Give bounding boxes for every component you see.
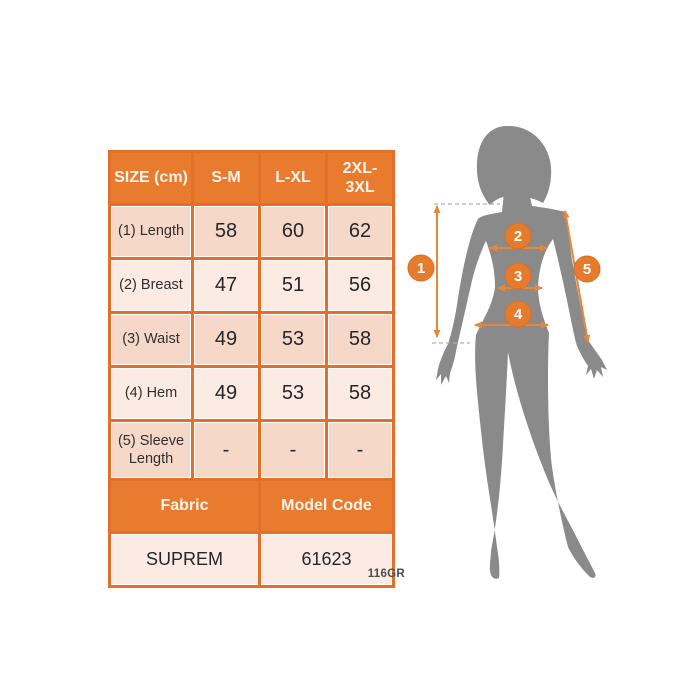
cell-value: 62	[328, 206, 392, 257]
cell-value: 60	[261, 206, 325, 257]
badge-number: 1	[417, 260, 425, 277]
size-table: SIZE (cm) S-M L-XL 2XL-3XL (1) Length 58…	[108, 150, 395, 588]
cell-value: -	[328, 422, 392, 478]
measure-badge-4: 4	[504, 300, 532, 328]
table-row-breast: (2) Breast 47 51 56	[111, 260, 392, 311]
cell-value: 58	[194, 206, 258, 257]
header-l-xl: L-XL	[261, 153, 325, 203]
row-label: (2) Breast	[111, 260, 191, 311]
measure-badge-5: 5	[573, 255, 601, 283]
hair-shape	[476, 125, 552, 205]
fabric-header: Fabric	[111, 481, 258, 531]
info-value-row: SUPREM 61623	[111, 534, 392, 585]
cell-value: 49	[194, 368, 258, 419]
cell-value: 58	[328, 368, 392, 419]
table-row-sleeve-length: (5) Sleeve Length - - -	[111, 422, 392, 478]
measure-badge-2: 2	[504, 222, 532, 250]
info-header-row: Fabric Model Code	[111, 481, 392, 531]
cell-value: -	[194, 422, 258, 478]
fabric-value: SUPREM	[111, 534, 258, 585]
badge-circle	[504, 222, 532, 250]
measurement-figure: 1 2 3 4 5	[407, 125, 607, 579]
weight-note: 116GR	[367, 568, 405, 580]
row-label: (3) Waist	[111, 314, 191, 365]
body-silhouette	[436, 125, 607, 579]
measure-badge-1: 1	[407, 254, 435, 282]
row-label: (1) Length	[111, 206, 191, 257]
header-s-m: S-M	[194, 153, 258, 203]
badge-number: 3	[514, 268, 522, 285]
badge-number: 4	[514, 306, 523, 323]
model-code-header: Model Code	[261, 481, 392, 531]
model-code-value: 61623	[261, 534, 392, 585]
cell-value: 51	[261, 260, 325, 311]
badge-circle	[504, 300, 532, 328]
badge-number: 2	[514, 228, 522, 245]
badge-circle	[407, 254, 435, 282]
badge-circle	[573, 255, 601, 283]
cell-value: 58	[328, 314, 392, 365]
measure-badge-3: 3	[504, 262, 532, 290]
header-size-cm: SIZE (cm)	[111, 153, 191, 203]
cell-value: 47	[194, 260, 258, 311]
table-row-length: (1) Length 58 60 62	[111, 206, 392, 257]
table-header-row: SIZE (cm) S-M L-XL 2XL-3XL	[111, 153, 392, 203]
table-row-hem: (4) Hem 49 53 58	[111, 368, 392, 419]
badge-circle	[504, 262, 532, 290]
cell-value: -	[261, 422, 325, 478]
cell-value: 56	[328, 260, 392, 311]
header-2xl-3xl: 2XL-3XL	[328, 153, 392, 203]
cell-value: 53	[261, 314, 325, 365]
row-label: (5) Sleeve Length	[111, 422, 191, 478]
cell-value: 53	[261, 368, 325, 419]
cell-value: 49	[194, 314, 258, 365]
row-label: (4) Hem	[111, 368, 191, 419]
table-row-waist: (3) Waist 49 53 58	[111, 314, 392, 365]
badge-number: 5	[583, 261, 591, 278]
